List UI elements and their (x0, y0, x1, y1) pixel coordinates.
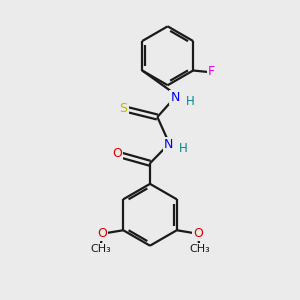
Text: O: O (112, 147, 122, 160)
Text: O: O (193, 227, 203, 240)
Text: S: S (119, 102, 128, 115)
Text: O: O (97, 227, 107, 240)
Text: N: N (164, 138, 173, 151)
Text: N: N (170, 91, 180, 104)
Text: H: H (179, 142, 188, 155)
Text: CH₃: CH₃ (90, 244, 111, 254)
Text: CH₃: CH₃ (189, 244, 210, 254)
Text: H: H (186, 94, 195, 108)
Text: F: F (208, 65, 215, 79)
